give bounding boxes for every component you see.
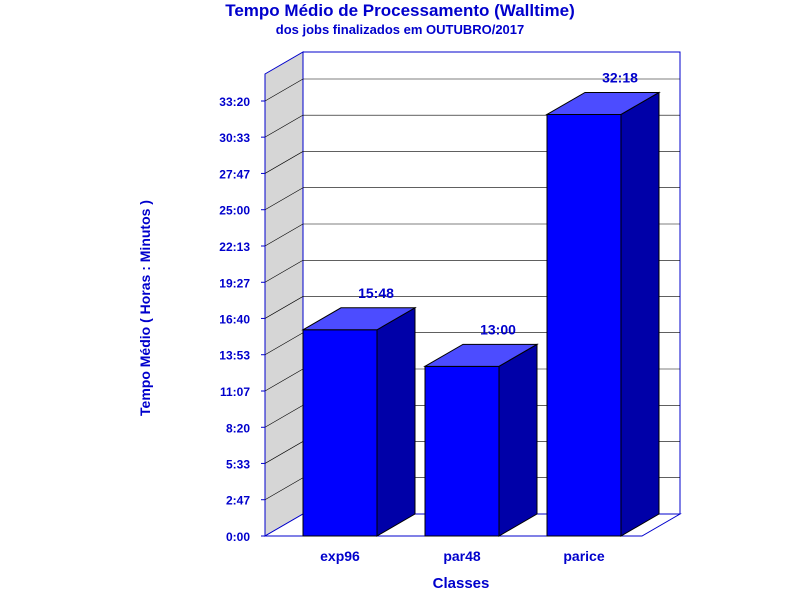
gridline-side bbox=[264, 187, 304, 210]
bar-front bbox=[546, 113, 622, 537]
y-axis-label: Tempo Médio ( Horas : Minutos ) bbox=[137, 200, 153, 416]
side-wall bbox=[264, 51, 304, 537]
y-tick-label: 5:33 bbox=[226, 457, 250, 471]
bar-top bbox=[545, 91, 661, 115]
bar-top bbox=[301, 307, 417, 331]
x-tick-label: exp96 bbox=[320, 548, 360, 564]
y-tick-label: 30:33 bbox=[219, 131, 250, 145]
gridline-side bbox=[264, 441, 304, 464]
y-tick-label: 0:00 bbox=[226, 530, 250, 544]
chart-title: Tempo Médio de Processamento (Walltime) bbox=[225, 1, 575, 20]
bars: 15:48 13:00 32:18 bbox=[301, 69, 661, 537]
gridline-side bbox=[264, 78, 304, 102]
y-tick-label: 8:20 bbox=[226, 421, 250, 435]
gridline-side bbox=[264, 332, 304, 355]
x-axis-label: Classes bbox=[433, 575, 490, 592]
bar-side bbox=[376, 306, 416, 537]
y-tick-label: 25:00 bbox=[219, 204, 250, 218]
gridline-side bbox=[264, 114, 304, 138]
x-tick-label: parice bbox=[563, 548, 604, 564]
y-tick-label: 19:27 bbox=[219, 276, 250, 290]
y-tick-label: 13:53 bbox=[219, 349, 250, 363]
y-tick-label: 33:20 bbox=[219, 95, 250, 109]
bar-value-label: 13:00 bbox=[480, 321, 516, 337]
y-tick-label: 11:07 bbox=[220, 385, 250, 399]
x-tick-label: par48 bbox=[443, 548, 481, 564]
bar-side bbox=[620, 91, 660, 537]
gridline-side bbox=[264, 477, 304, 500]
x-axis-ticks: exp96 par48 parice bbox=[320, 548, 605, 564]
y-tick-label: 16:40 bbox=[219, 312, 250, 326]
y-tick-label: 2:47 bbox=[226, 494, 250, 508]
bar-top bbox=[423, 343, 539, 367]
y-tick-label: 27:47 bbox=[219, 167, 250, 181]
bar-value-label: 32:18 bbox=[602, 69, 638, 85]
bar-side bbox=[498, 343, 538, 537]
bar-front bbox=[302, 329, 378, 537]
chart-subtitle: dos jobs finalizados em OUTUBRO/2017 bbox=[275, 22, 525, 37]
gridline-side bbox=[264, 368, 304, 392]
bar-front bbox=[424, 365, 500, 537]
gridline-side bbox=[264, 296, 304, 319]
y-tick-label: 22:13 bbox=[219, 240, 250, 254]
gridline-side bbox=[264, 223, 304, 247]
gridline-side bbox=[264, 405, 304, 428]
bar-value-label: 15:48 bbox=[358, 285, 394, 301]
gridline-side bbox=[264, 151, 304, 174]
gridline-side bbox=[264, 260, 304, 283]
